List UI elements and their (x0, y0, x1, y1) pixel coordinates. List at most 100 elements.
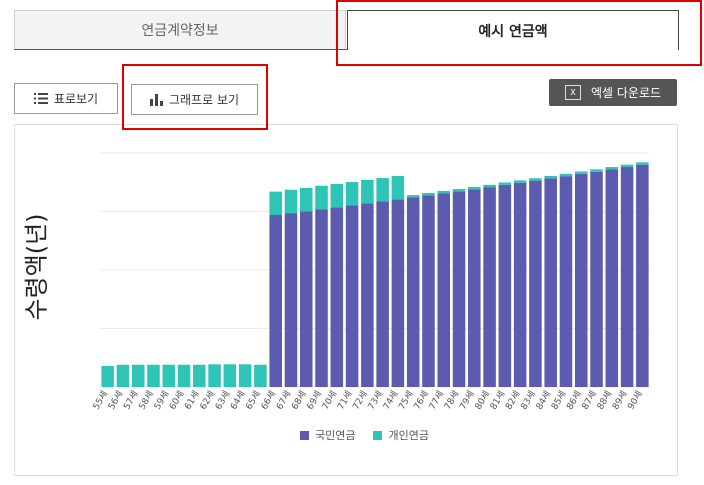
list-icon (33, 93, 48, 104)
bar-national-pension[interactable] (422, 195, 435, 387)
excel-download-button[interactable]: X 엑셀 다운로드 (549, 79, 677, 106)
bar-national-pension[interactable] (269, 215, 282, 387)
bar-national-pension[interactable] (361, 203, 374, 387)
bar-national-pension[interactable] (513, 182, 527, 387)
bar-personal-pension[interactable] (116, 364, 130, 387)
x-tick-label: 66세 (259, 389, 278, 412)
bar-national-pension[interactable] (345, 205, 359, 387)
x-tick-label: 71세 (335, 389, 354, 412)
bar-national-pension[interactable] (330, 207, 344, 387)
x-tick-label: 63세 (213, 389, 232, 412)
bar-personal-pension[interactable] (544, 175, 557, 179)
x-tick-label: 82세 (503, 389, 522, 412)
bar-national-pension[interactable] (605, 169, 619, 387)
tab-contract-info[interactable]: 연금계약정보 (14, 10, 346, 49)
x-tick-label: 84세 (534, 389, 553, 412)
legend-item-personal-pension[interactable]: 개인연금 (373, 427, 429, 443)
x-tick-label: 69세 (305, 389, 324, 412)
legend-item-national-pension[interactable]: 국민연금 (300, 427, 355, 443)
x-tick-label: 73세 (366, 389, 385, 412)
bar-personal-pension[interactable] (376, 178, 389, 202)
bar-personal-pension[interactable] (468, 186, 481, 190)
x-tick-label: 87세 (580, 389, 599, 412)
bar-national-pension[interactable] (452, 191, 466, 387)
bar-personal-pension[interactable] (345, 182, 359, 206)
bar-personal-pension[interactable] (483, 184, 496, 188)
x-tick-label: 58세 (137, 389, 156, 412)
bar-national-pension[interactable] (315, 209, 328, 387)
bar-personal-pension[interactable] (269, 191, 282, 216)
bar-personal-pension[interactable] (193, 364, 206, 387)
x-tick-label: 60세 (167, 389, 186, 412)
x-tick-label: 64세 (228, 389, 247, 412)
bar-personal-pension[interactable] (284, 189, 298, 214)
table-view-button[interactable]: 표로보기 (14, 83, 118, 114)
bar-personal-pension[interactable] (238, 364, 252, 387)
x-tick-label: 90세 (626, 389, 645, 412)
bar-personal-pension[interactable] (513, 180, 527, 183)
x-tick-label: 57세 (121, 389, 140, 412)
bar-personal-pension[interactable] (361, 179, 374, 204)
bar-national-pension[interactable] (468, 189, 481, 387)
bar-personal-pension[interactable] (177, 364, 191, 387)
tab-example-pension-amount[interactable]: 예시 연금액 (347, 10, 679, 50)
bar-personal-pension[interactable] (330, 183, 344, 208)
bar-personal-pension[interactable] (299, 187, 313, 212)
bar-personal-pension[interactable] (452, 189, 466, 192)
bar-national-pension[interactable] (406, 197, 420, 387)
bar-national-pension[interactable] (299, 211, 313, 387)
bar-national-pension[interactable] (590, 171, 603, 387)
highlight-box-tab (336, 0, 702, 66)
bar-personal-pension[interactable] (529, 178, 542, 181)
bar-personal-pension[interactable] (559, 173, 573, 177)
tab-underline (14, 10, 678, 50)
x-tick-label: 81세 (488, 389, 507, 412)
x-tick-label: 74세 (381, 389, 400, 412)
bar-personal-pension[interactable] (254, 364, 267, 387)
bar-personal-pension[interactable] (406, 195, 420, 198)
bar-national-pension[interactable] (437, 193, 451, 387)
bar-personal-pension[interactable] (315, 185, 328, 210)
bar-national-pension[interactable] (483, 187, 496, 387)
bar-personal-pension[interactable] (162, 364, 176, 387)
x-tick-label: 56세 (106, 389, 125, 412)
bar-chart-icon (149, 93, 163, 106)
bar-personal-pension[interactable] (620, 164, 634, 168)
bar-national-pension[interactable] (529, 180, 542, 387)
bar-personal-pension[interactable] (422, 193, 435, 196)
bar-national-pension[interactable] (391, 199, 405, 387)
bar-personal-pension[interactable] (208, 364, 221, 387)
excel-icon: X (564, 85, 581, 100)
bar-national-pension[interactable] (376, 201, 389, 387)
bar-personal-pension[interactable] (101, 365, 114, 387)
legend-swatch-national-pension (300, 430, 309, 440)
bar-personal-pension[interactable] (574, 171, 588, 174)
bar-national-pension[interactable] (284, 213, 298, 387)
legend-label-national-pension: 국민연금 (315, 429, 356, 442)
bar-national-pension[interactable] (559, 176, 573, 387)
bar-personal-pension[interactable] (437, 190, 451, 194)
bar-national-pension[interactable] (544, 178, 557, 387)
graph-view-label: 그래프로 보기 (168, 93, 240, 107)
bar-personal-pension[interactable] (391, 175, 405, 200)
x-tick-label: 89세 (610, 389, 629, 412)
legend-label-personal-pension: 개인연금 (388, 429, 429, 442)
bar-national-pension[interactable] (498, 184, 512, 387)
bar-personal-pension[interactable] (147, 364, 160, 387)
x-tick-label: 83세 (519, 389, 538, 412)
x-tick-label: 65세 (244, 389, 263, 412)
bar-personal-pension[interactable] (605, 167, 619, 170)
bar-personal-pension[interactable] (131, 364, 145, 387)
bar-personal-pension[interactable] (636, 162, 649, 165)
bar-national-pension[interactable] (574, 173, 588, 387)
x-tick-label: 61세 (183, 389, 202, 412)
bar-personal-pension[interactable] (223, 364, 237, 387)
bar-national-pension[interactable] (620, 167, 634, 387)
graph-view-button[interactable]: 그래프로 보기 (131, 84, 258, 115)
bar-personal-pension[interactable] (590, 169, 603, 172)
bar-personal-pension[interactable] (498, 182, 512, 185)
bar-national-pension[interactable] (636, 164, 649, 387)
x-tick-label: 86세 (564, 389, 583, 412)
x-tick-label: 68세 (289, 389, 308, 412)
